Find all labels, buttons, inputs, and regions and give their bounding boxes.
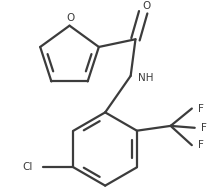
Text: F: F bbox=[200, 123, 206, 133]
Text: O: O bbox=[142, 1, 150, 11]
Text: O: O bbox=[66, 13, 75, 23]
Text: NH: NH bbox=[138, 73, 154, 83]
Text: F: F bbox=[198, 140, 204, 150]
Text: F: F bbox=[198, 104, 204, 113]
Text: Cl: Cl bbox=[23, 162, 33, 172]
